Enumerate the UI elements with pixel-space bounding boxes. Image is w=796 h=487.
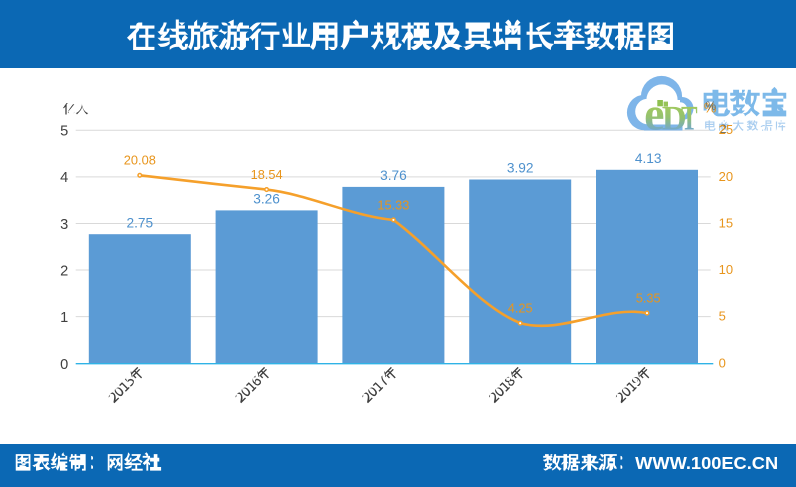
svg-text:2.75: 2.75	[126, 215, 153, 230]
svg-text:15.33: 15.33	[377, 197, 409, 212]
svg-text:5.35: 5.35	[636, 291, 661, 306]
svg-text:3.26: 3.26	[253, 192, 280, 207]
svg-text:5: 5	[719, 309, 726, 324]
svg-text:5: 5	[60, 124, 68, 140]
svg-text:20.08: 20.08	[124, 153, 156, 168]
svg-text:0: 0	[60, 357, 68, 373]
svg-text:4.13: 4.13	[635, 151, 662, 166]
svg-text:15: 15	[719, 216, 733, 231]
svg-text:4: 4	[60, 170, 68, 186]
svg-text:3.76: 3.76	[380, 168, 407, 183]
svg-text:%: %	[704, 100, 717, 116]
svg-text:0: 0	[719, 356, 726, 371]
svg-text:20: 20	[719, 169, 733, 184]
svg-text:10: 10	[719, 262, 733, 277]
svg-text:WWW.100EC.CN: WWW.100EC.CN	[635, 453, 778, 473]
svg-text:18.54: 18.54	[251, 167, 283, 182]
svg-text:2: 2	[60, 263, 68, 279]
svg-text:4.25: 4.25	[508, 301, 533, 316]
svg-text:3.92: 3.92	[507, 161, 534, 176]
svg-text:2: 2	[720, 122, 727, 136]
svg-text:1: 1	[60, 310, 68, 326]
svg-text:25: 25	[719, 122, 733, 137]
svg-text:3: 3	[60, 217, 68, 233]
svg-text:%: %	[706, 99, 717, 113]
